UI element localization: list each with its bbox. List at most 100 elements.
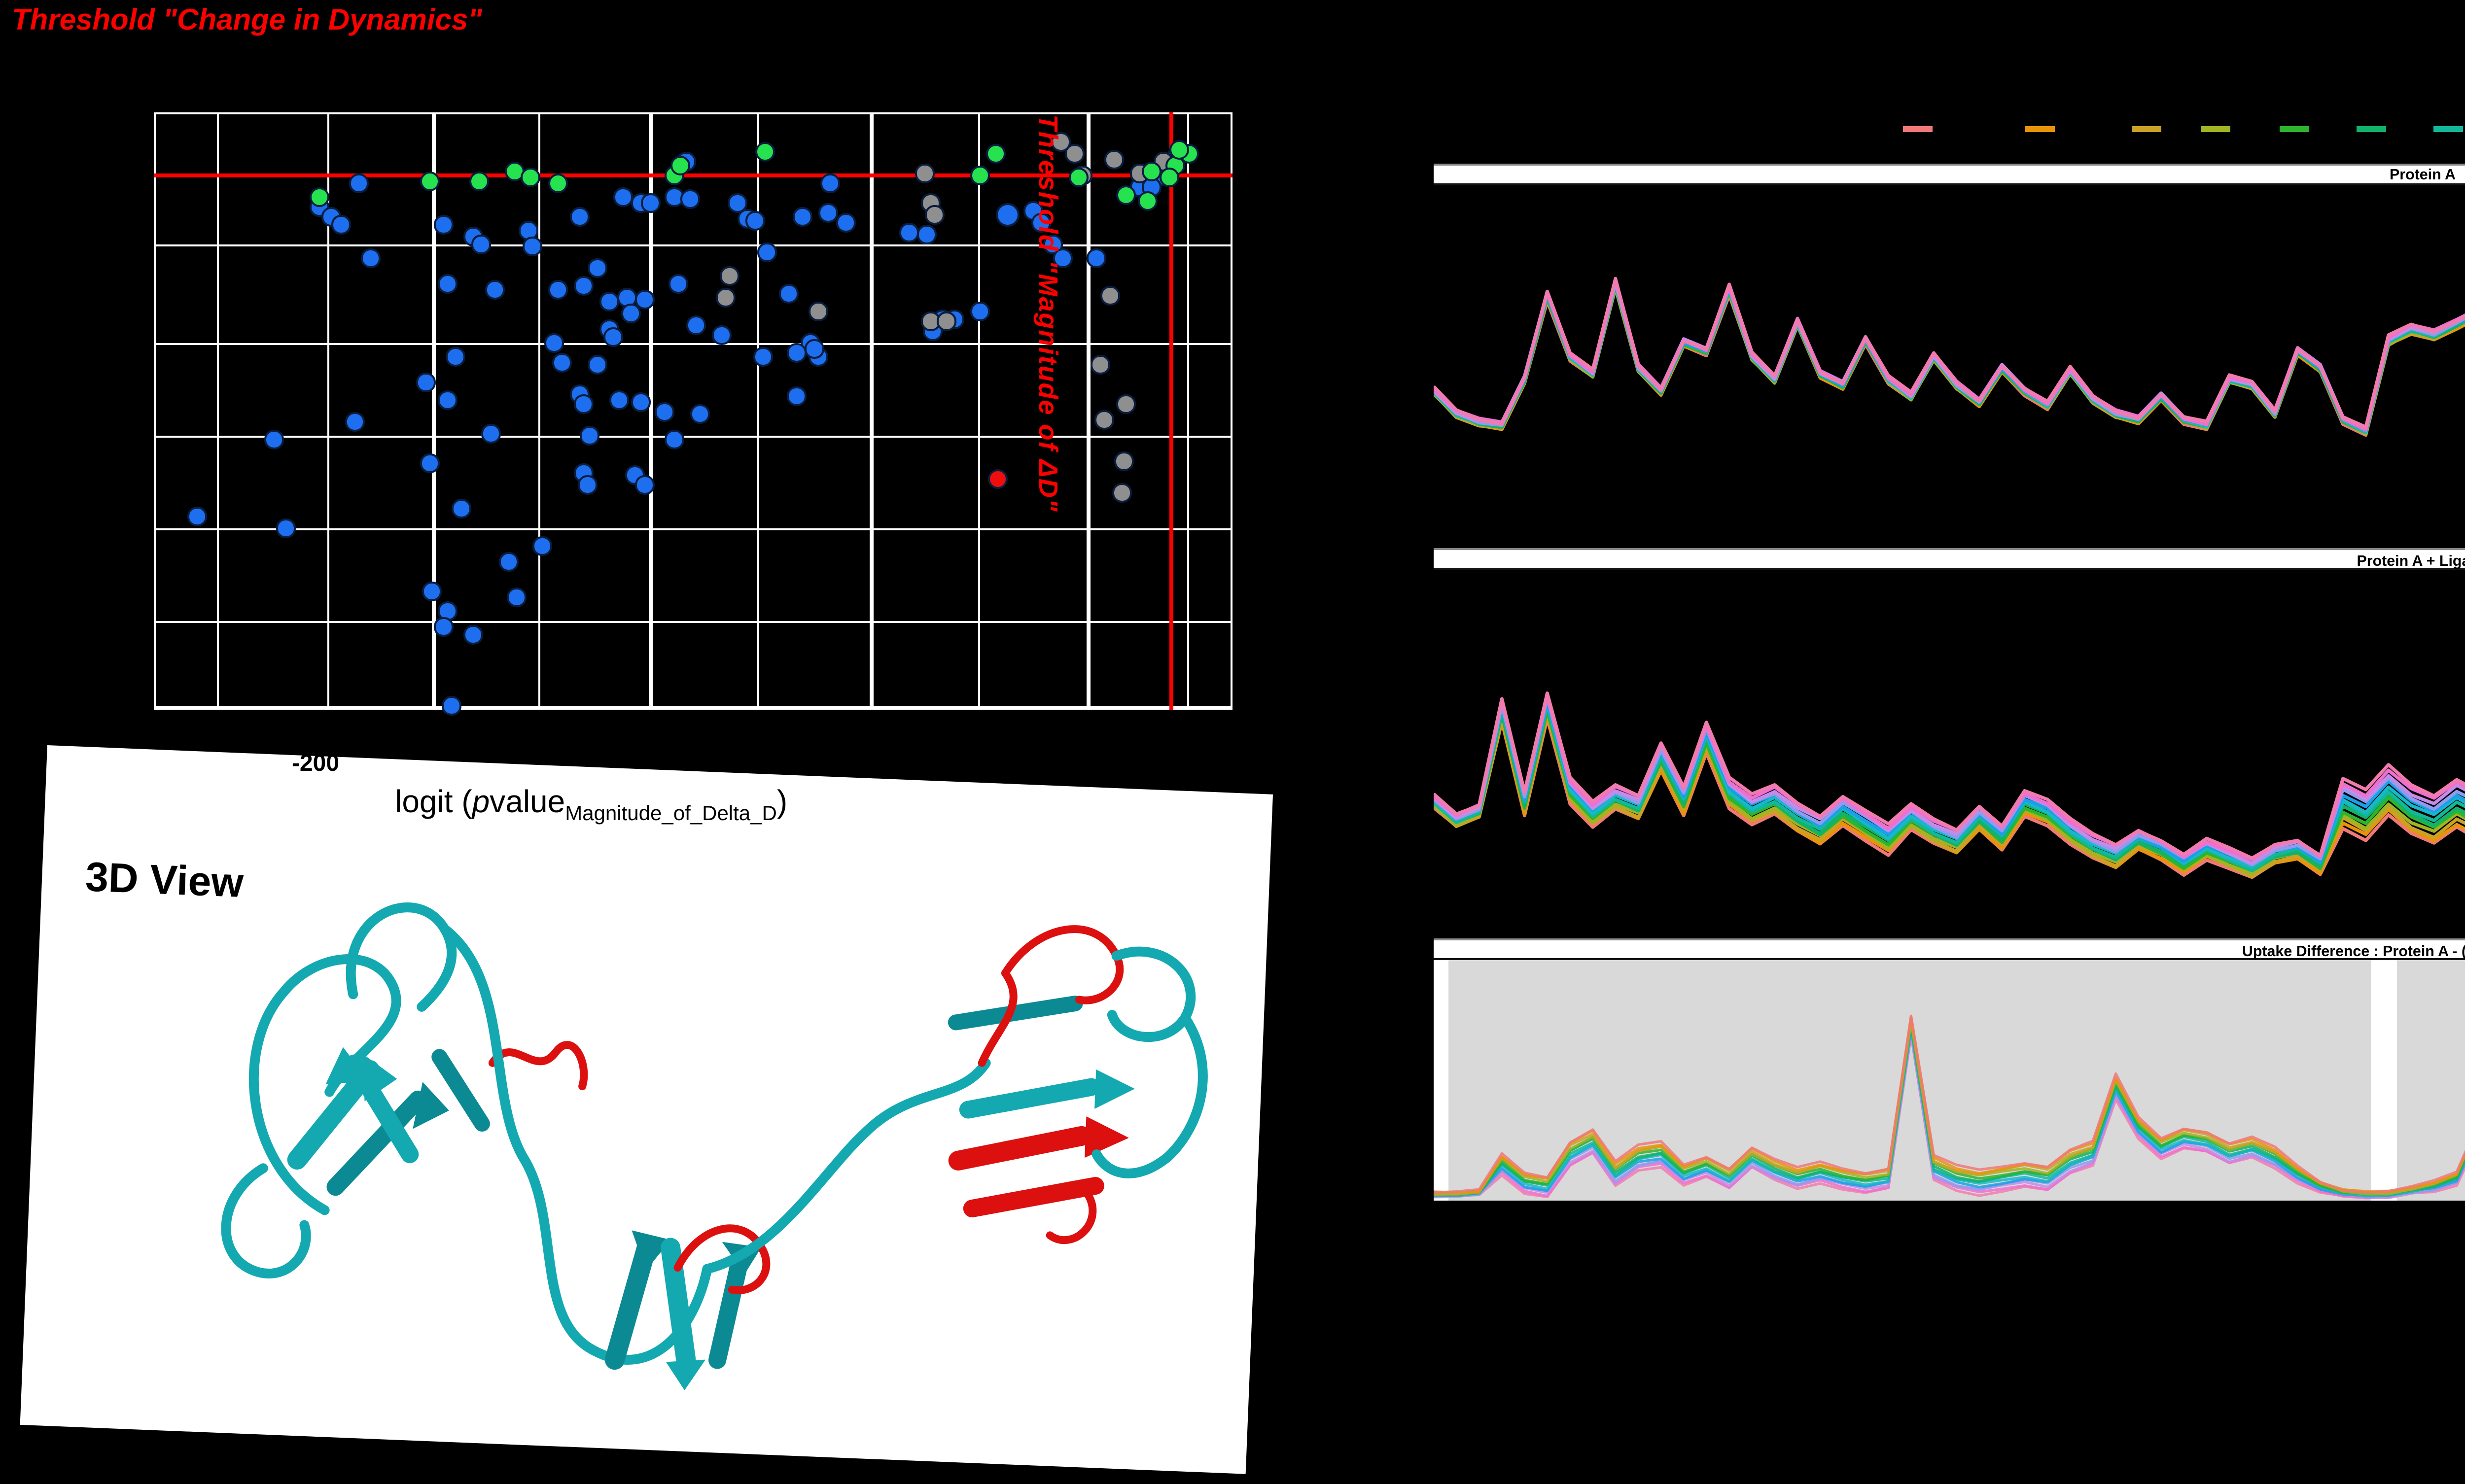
scatter-point-blue — [264, 430, 284, 449]
scatter-point-green — [970, 166, 990, 185]
3d-viewer-panel[interactable]: 3D View — [20, 745, 1273, 1474]
uptake-difference-chart[interactable] — [1434, 956, 2465, 1216]
x-tick--100-clipped: -100 — [517, 749, 584, 759]
scatter-point-blue — [836, 213, 856, 233]
scatter-point-green — [521, 168, 540, 187]
scatter-point-blue — [574, 394, 594, 414]
protein-ribbon[interactable] — [20, 745, 1273, 1474]
scatter-point-blue — [787, 343, 807, 363]
scatter-point-green — [1138, 191, 1158, 211]
scatter-point-blue — [532, 536, 552, 556]
h-gridline-4 — [154, 621, 1232, 623]
scatter-point-blue — [690, 404, 710, 424]
scatter-point-gray — [1112, 483, 1132, 503]
scatter-point-gray — [925, 205, 945, 225]
scatter-point-blue — [805, 339, 824, 359]
legend-swatch-6[interactable] — [2432, 126, 2462, 132]
scatter-point-blue — [686, 315, 706, 335]
scatter-point-blue — [680, 189, 700, 209]
legend-swatch-1[interactable] — [2024, 126, 2054, 132]
legend-swatch-4[interactable] — [2279, 126, 2308, 132]
scatter-point-blue — [485, 280, 505, 300]
scatter-point-blue — [452, 499, 471, 518]
v-gridline-7 — [978, 112, 981, 710]
scatter-point-blue — [899, 223, 919, 242]
scatter-point-blue — [757, 242, 777, 262]
scatter-point-blue — [422, 582, 442, 601]
scatter-point-blue — [655, 402, 674, 422]
scatter-point-blue — [345, 412, 365, 432]
scatter-point-gray — [1091, 355, 1110, 375]
scatter-point-blue — [438, 274, 458, 294]
scatter-point-blue — [603, 327, 623, 347]
h-gridline-3 — [154, 528, 1232, 531]
scatter-point-blue — [434, 617, 454, 637]
protein-a-ligand-chart[interactable] — [1434, 566, 2465, 927]
scatter-point-blue — [1087, 248, 1106, 268]
scatter-point-blue — [753, 347, 773, 367]
scatter-point-blue — [621, 304, 641, 323]
chart3-title: Uptake Difference : Protein A - (Protein… — [2242, 941, 2465, 959]
scatter-point-blue — [507, 587, 527, 607]
scatter-point-gray — [1100, 286, 1120, 306]
scatter-point-blue — [641, 193, 661, 213]
threshold-magnitude-label: Threshold "Magnitude of ΔD" — [1033, 114, 1063, 513]
volcano-plot-canvas[interactable] — [154, 112, 1232, 716]
v-gridline-3 — [538, 112, 541, 710]
scatter-point-blue — [613, 187, 633, 207]
scatter-point-green — [670, 156, 690, 175]
plot-frame-bottom — [154, 706, 1232, 710]
legend-swatch-5[interactable] — [2356, 126, 2385, 132]
scatter-point-green — [469, 172, 489, 191]
scatter-point-gray — [1114, 451, 1134, 471]
protein-a-chart[interactable] — [1434, 179, 2465, 513]
v-gridline-9 — [1187, 112, 1190, 710]
chart3-title-bar: Uptake Difference : Protein A - (Protein… — [1434, 938, 2465, 960]
scatter-point-blue — [1053, 248, 1073, 268]
scatter-point-gray — [915, 164, 935, 183]
scatter-point-blue — [818, 203, 838, 223]
threshold-line-horizontal — [154, 173, 1232, 178]
legend-swatch-3[interactable] — [2200, 126, 2229, 132]
scatter-point-blue-large — [995, 203, 1020, 227]
scatter-point-blue — [331, 215, 351, 235]
scatter-point-blue — [463, 625, 483, 645]
scatter-point-blue — [544, 333, 564, 353]
scatter-point-blue — [442, 696, 461, 716]
scatter-point-blue — [728, 193, 747, 213]
chart1-title: Protein A — [2390, 166, 2456, 183]
scatter-point-green — [1116, 185, 1136, 205]
scatter-point-blue — [416, 373, 436, 392]
x-tick--200: -200 — [291, 749, 340, 777]
scatter-point-red — [988, 469, 1008, 489]
threshold-line-vertical — [1169, 112, 1174, 710]
x-axis-label: logit (pvalueMagnitude_of_Delta_D) — [395, 787, 788, 826]
scatter-point-blue — [578, 475, 598, 495]
scatter-point-blue — [580, 426, 599, 446]
legend-swatch-0[interactable] — [1902, 126, 1932, 132]
scatter-point-green — [1160, 168, 1179, 187]
scatter-point-blue — [609, 390, 629, 410]
scatter-point-blue — [499, 552, 519, 572]
threshold-change-in-dynamics-label: Threshold "Change in Dynamics" — [12, 4, 482, 37]
scatter-point-blue — [779, 284, 799, 304]
scatter-point-blue — [523, 237, 542, 256]
v-gridline-4 — [649, 112, 654, 710]
volcano-plot[interactable]: Threshold "Change in Dynamics" Threshold… — [0, 0, 1302, 828]
scatter-point-blue — [446, 347, 465, 367]
scatter-point-blue — [434, 215, 454, 235]
legend-swatch-2[interactable] — [2131, 126, 2160, 132]
scatter-point-blue — [970, 302, 990, 321]
timepoint-legend — [1434, 126, 2465, 138]
scatter-point-blue — [631, 392, 651, 412]
plot-frame-right — [1230, 112, 1232, 710]
scatter-point-gray — [1104, 150, 1124, 170]
scatter-point-green — [548, 173, 568, 193]
scatter-point-blue — [570, 207, 590, 227]
scatter-point-gray — [1065, 144, 1085, 164]
v-gridline-5 — [757, 112, 760, 710]
scatter-point-blue — [588, 355, 607, 375]
scatter-point-blue — [276, 518, 296, 538]
scatter-point-blue — [548, 280, 568, 300]
scatter-point-blue — [635, 290, 655, 310]
